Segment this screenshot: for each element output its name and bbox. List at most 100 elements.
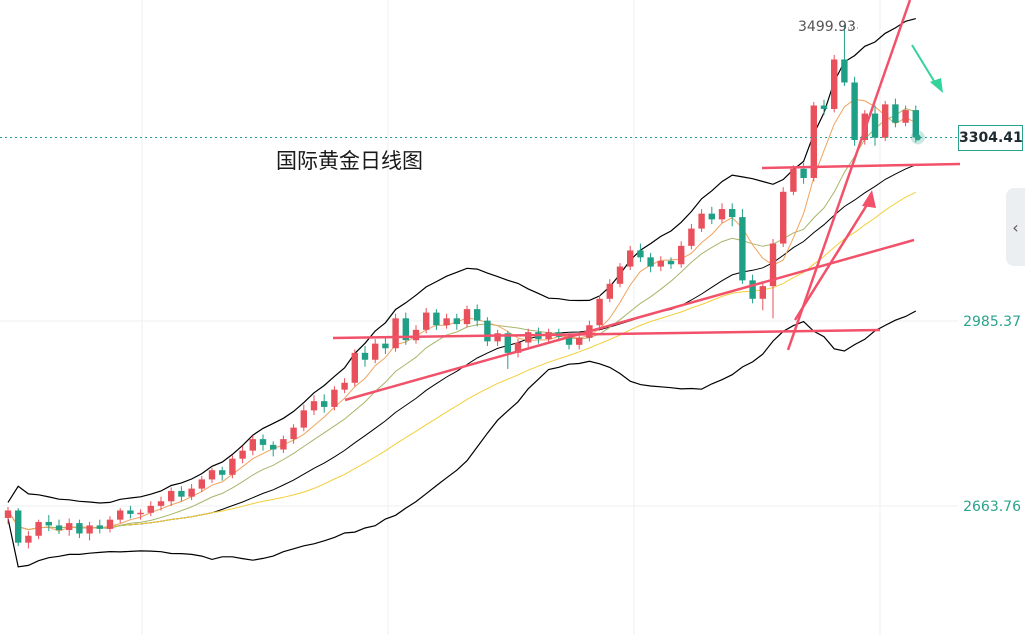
candle-body [127,510,134,514]
candle-body [412,329,420,341]
candle-body [667,260,675,265]
candle-body [565,336,573,345]
candle-body [647,257,654,267]
candle-body [341,382,348,390]
candle-body [882,104,889,138]
candle-body [800,168,807,178]
candle-body [637,250,644,258]
candle-body [820,105,828,109]
candle-body [474,309,481,321]
candle-body [35,521,42,536]
candle-body [831,59,838,109]
candle-body [514,342,522,353]
candle-body [769,243,777,287]
chart-title: 国际黄金日线图 [276,149,423,173]
price-axis-label-lower: 2663.76 [963,499,1021,515]
arrow-shaft-down [911,44,938,87]
candle-body [188,488,195,497]
candle-body [66,523,73,531]
candle-body [331,389,338,407]
candle-body [688,228,695,246]
candle-body [147,505,154,513]
candle-body [902,110,909,123]
candle-body [25,535,32,543]
candle-body [504,333,511,353]
candle-body [168,490,175,502]
rising-channel-line [344,238,915,402]
candle-body [484,320,491,342]
candle-body [239,450,246,459]
candle-body [198,479,205,489]
candle-body [300,410,307,428]
candle-body [4,510,12,518]
candle-body [463,309,471,325]
ma-long-line [7,191,917,531]
candle-body [178,490,185,497]
high-price-label: 3499.93 [798,19,856,35]
candle-body [86,525,93,534]
candle-body [208,470,216,480]
candle-body [280,439,287,450]
panel-toggle-button[interactable]: ‹ [1006,188,1025,266]
ma-mid-line [7,107,916,531]
candle-body [321,401,328,407]
ma-short-line [7,98,917,532]
candle-body [392,318,399,349]
candle-body [596,298,603,326]
chevron-left-icon: ‹ [1012,217,1019,237]
current-price-badge: 3304.41 [958,125,1023,151]
steep-trend-line [786,0,912,351]
bollinger-lower-line [7,310,917,568]
candle-body [841,59,848,83]
candle-body [45,521,52,526]
candle-body [96,525,103,529]
arrow-head-up [862,190,876,208]
candle-body [810,105,817,178]
candle-body [76,523,83,534]
candle-body [249,439,256,451]
candle-body [871,113,879,138]
candle-body [259,439,267,445]
candle-body [718,209,726,220]
candle-body [382,343,389,349]
candle-body [576,337,583,345]
candle-body [780,191,787,244]
candle-body [657,260,664,267]
candle-body [606,283,613,299]
resistance-line [761,162,961,170]
candle-body [739,217,746,281]
candle-body [525,332,532,343]
bollinger-middle-line [7,164,916,531]
candle-body [310,401,318,411]
price-axis-label-upper: 2985.37 [963,314,1021,330]
candle-body [15,510,22,543]
candle-body [351,352,358,383]
candle-body [627,250,634,267]
candle-body [892,104,899,123]
candle-body [453,318,460,325]
support-line [332,328,881,340]
candle-body [729,209,736,218]
arrow-shaft-up [793,199,872,321]
candle-body [137,512,144,515]
candle-body [616,266,624,284]
candle-body [106,519,114,529]
candle-body [749,280,756,299]
candle-body [433,312,440,326]
candle-body [423,312,430,330]
candle-body [698,213,705,229]
candle-body [851,82,858,141]
candle-body [708,213,715,220]
candle-body [678,245,685,265]
candle-body [219,470,226,475]
candle-body [270,444,277,450]
candle-body [157,501,165,506]
candle-body [55,525,63,531]
candle-body [759,286,766,299]
candle-body [443,318,450,326]
bollinger-upper-line [7,18,916,504]
current-price-dot [914,134,921,141]
candle-body [290,427,297,440]
